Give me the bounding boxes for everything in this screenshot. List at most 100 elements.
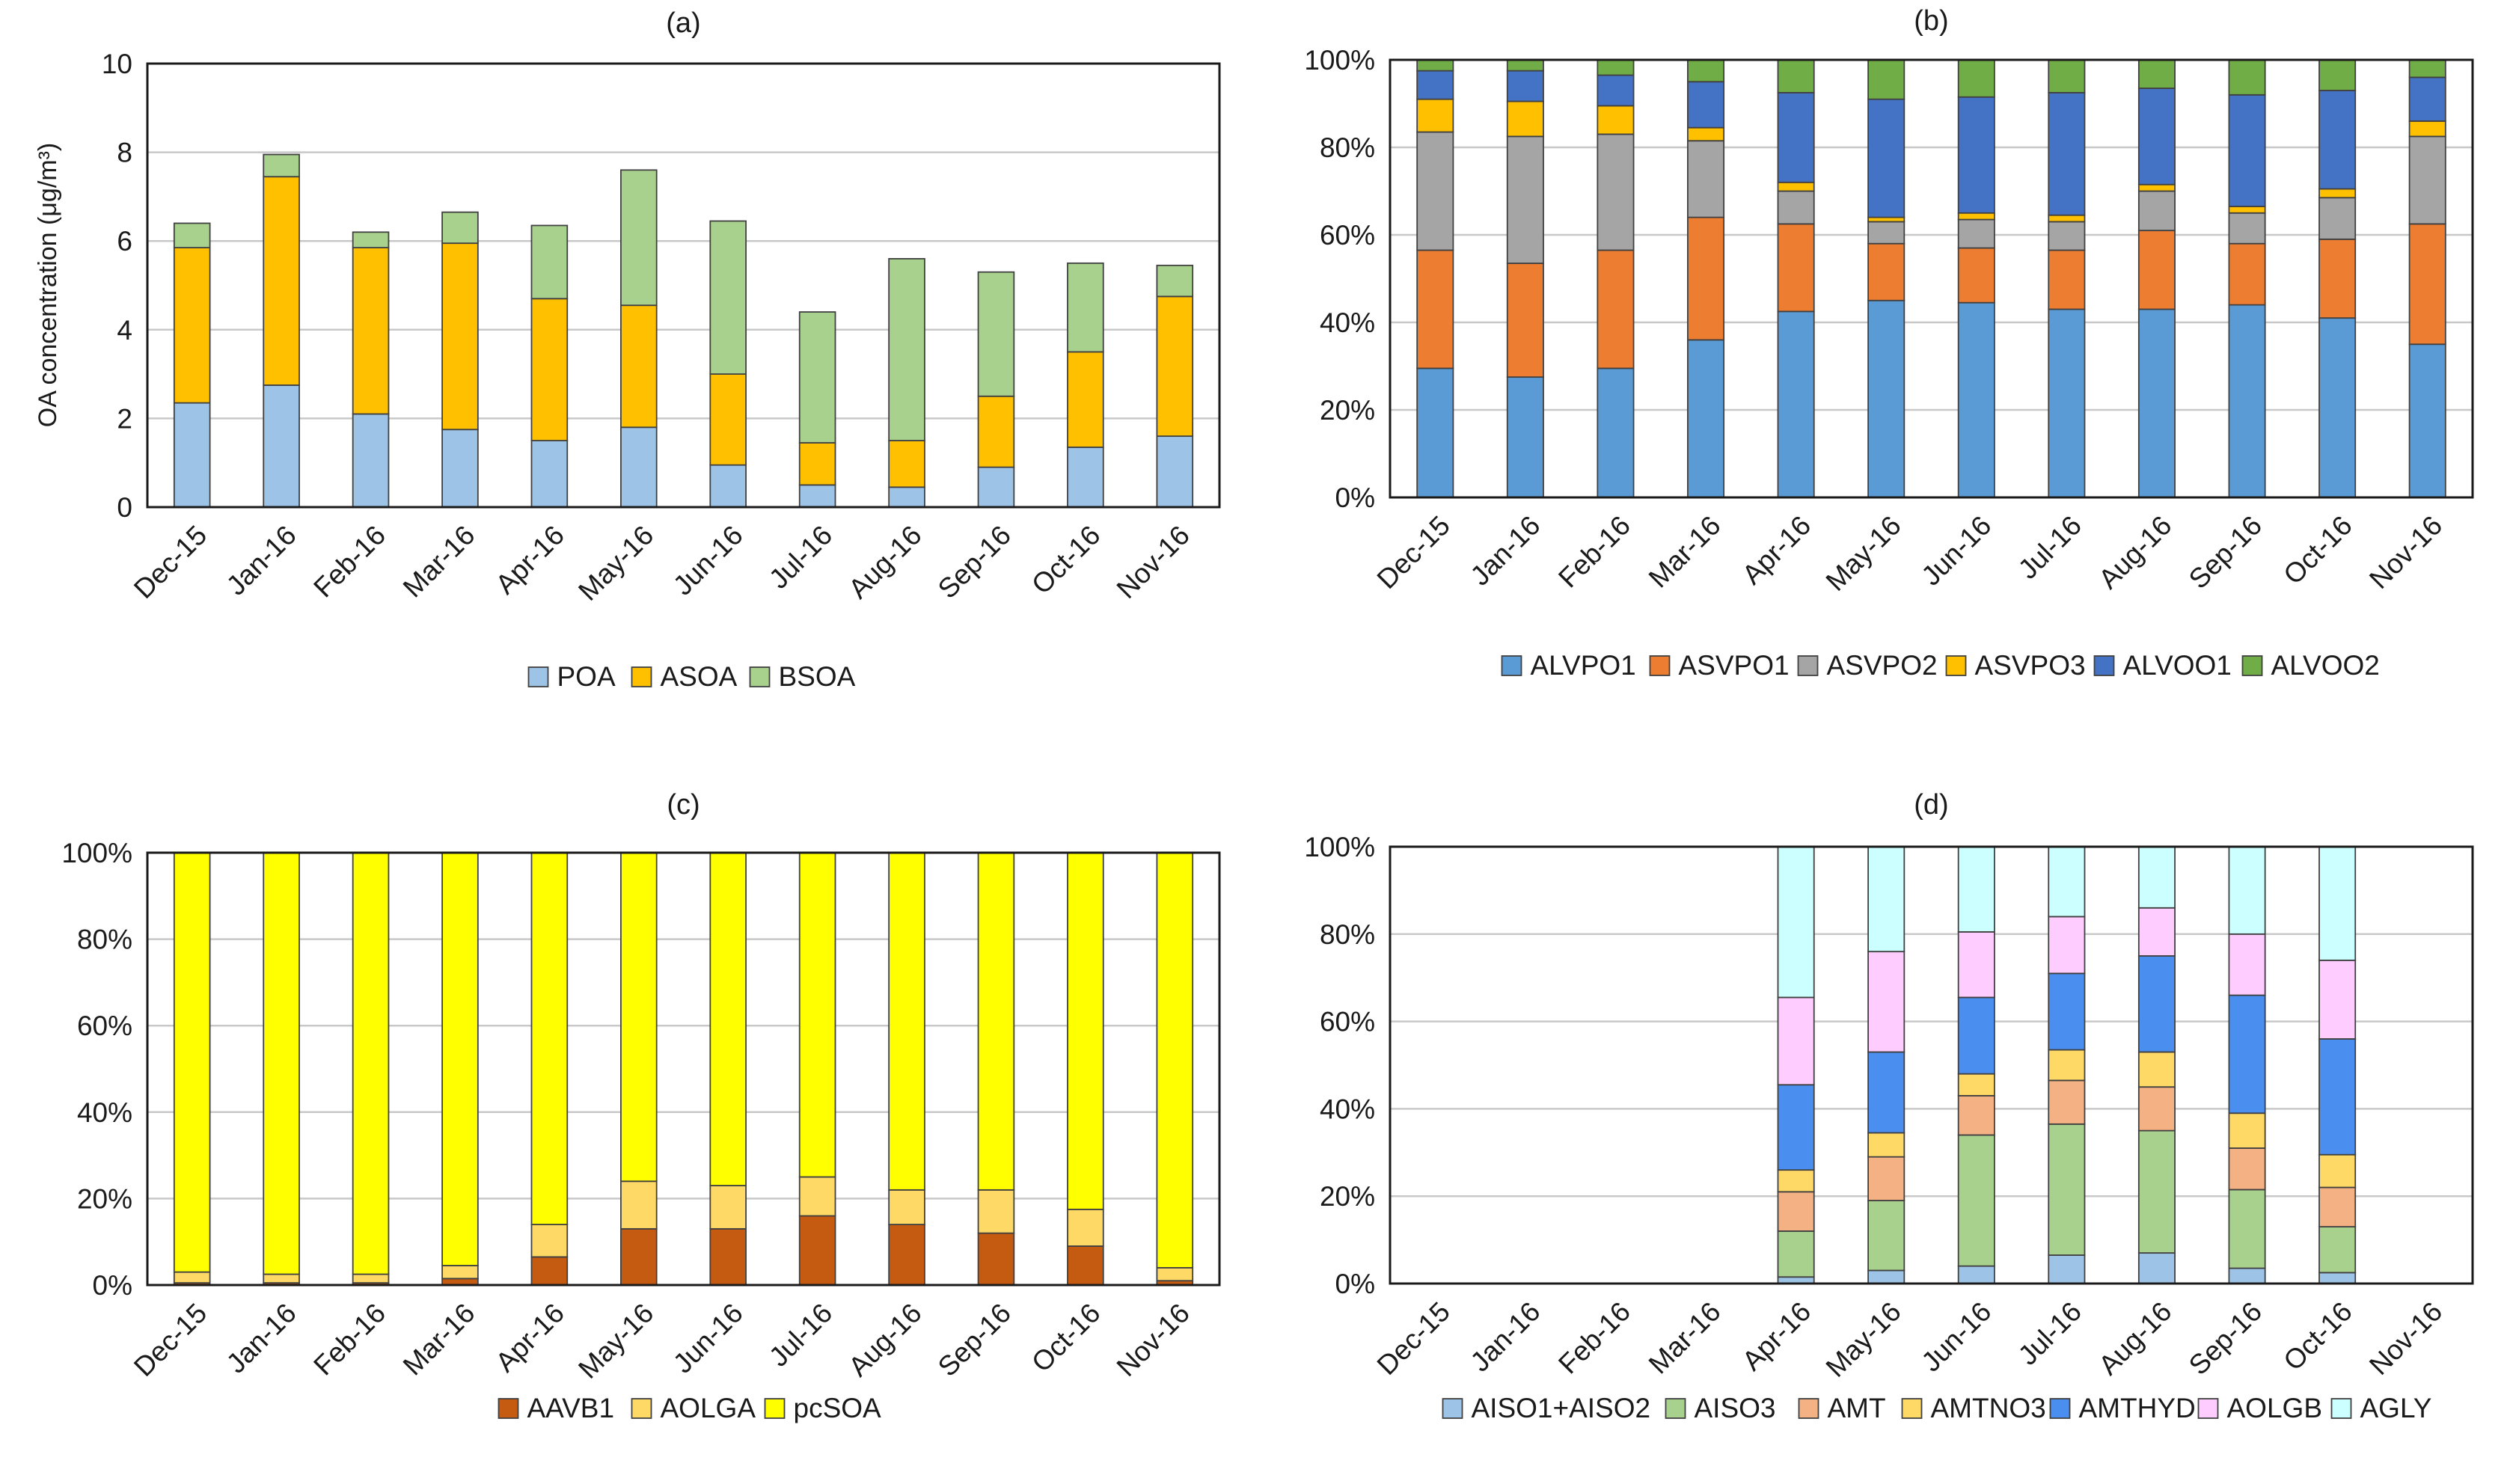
bar-asvpo1-jul-16 xyxy=(2048,249,2086,310)
y-tick-label: 6 xyxy=(117,226,132,257)
y-tick-label: 40% xyxy=(1320,1094,1375,1124)
x-tick-label: Nov-16 xyxy=(2363,1296,2448,1381)
bar-bsoa-dec-15 xyxy=(173,222,211,248)
bar-aolga-jan-16 xyxy=(263,1273,300,1284)
bar-asvpo2-may-16 xyxy=(1867,221,1906,245)
bar-aiso1-aiso2-jun-16 xyxy=(1957,1265,1995,1284)
chart-panel-2: 0% 20% 40% 60% 80% 100% Dec-15 Jan-16 Feb-16 Mar-… xyxy=(1304,5,2474,681)
panel-label: (d) xyxy=(1914,789,1948,821)
bar-amthyd-sep-16 xyxy=(2228,994,2266,1114)
x-tick-label: Mar-16 xyxy=(1643,1296,1727,1380)
bar-bsoa-feb-16 xyxy=(352,231,390,248)
y-tick-label: 0% xyxy=(1335,482,1375,513)
y-tick-label: 40% xyxy=(77,1097,132,1128)
bar-asoa-nov-16 xyxy=(1156,295,1194,438)
x-tick-label: Dec-15 xyxy=(1371,510,1456,595)
bar-agly-jul-16 xyxy=(2048,846,2086,918)
bar-amtno3-jul-16 xyxy=(2048,1049,2086,1082)
bar-bsoa-sep-16 xyxy=(977,271,1015,397)
bar-aolgb-jul-16 xyxy=(2048,916,2086,975)
legend-swatch-asvpo1 xyxy=(1649,655,1671,676)
bar-asvpo2-jun-16 xyxy=(1957,218,1995,249)
bar-asvpo3-jan-16 xyxy=(1506,100,1544,138)
bar-asvpo3-nov-16 xyxy=(2408,120,2446,138)
bar-alvoo1-may-16 xyxy=(1867,98,1906,218)
bar-bsoa-nov-16 xyxy=(1156,264,1194,298)
y-tick-label: 2 xyxy=(117,403,132,434)
legend-swatch-aolgb xyxy=(2197,1398,2219,1419)
bar-aolga-apr-16 xyxy=(530,1224,569,1258)
bar-aiso3-jul-16 xyxy=(2048,1123,2086,1256)
bar-alvoo2-aug-16 xyxy=(2137,59,2176,89)
bar-aolga-mar-16 xyxy=(441,1265,479,1280)
y-tick-label: 0 xyxy=(117,492,132,523)
bar-asoa-apr-16 xyxy=(530,298,569,441)
bar-alvoo1-jan-16 xyxy=(1506,70,1544,102)
bar-asvpo3-apr-16 xyxy=(1777,181,1815,192)
bar-asvpo1-aug-16 xyxy=(2137,230,2176,310)
bar-poa-nov-16 xyxy=(1156,435,1194,508)
x-tick-label: Aug-16 xyxy=(2093,510,2177,595)
x-tick-label: May-16 xyxy=(572,1298,659,1385)
bar-bsoa-oct-16 xyxy=(1067,262,1104,353)
bar-poa-feb-16 xyxy=(352,413,390,508)
bar-aavb1-apr-16 xyxy=(530,1256,569,1286)
bar-bsoa-jul-16 xyxy=(798,311,836,444)
bar-asoa-aug-16 xyxy=(888,440,925,488)
y-tick-label: 20% xyxy=(1320,395,1375,426)
legend-label-amtno3: AMTNO3 xyxy=(1931,1393,2046,1423)
legend: AAVB1 AOLGA pcSOA xyxy=(498,1393,881,1423)
bar-asvpo3-oct-16 xyxy=(2318,188,2357,199)
bar-alvpo1-feb-16 xyxy=(1597,367,1635,498)
panel-label: (a) xyxy=(666,7,700,39)
bar-alvpo1-nov-16 xyxy=(2408,343,2446,498)
bar-asvpo2-mar-16 xyxy=(1687,140,1725,218)
bar-alvoo1-nov-16 xyxy=(2408,76,2446,122)
bar-bsoa-jan-16 xyxy=(263,153,300,178)
bar-poa-mar-16 xyxy=(441,429,479,508)
legend-swatch-asvpo2 xyxy=(1797,655,1819,676)
bar-alvoo1-jun-16 xyxy=(1957,96,1995,214)
bar-aiso1-aiso2-may-16 xyxy=(1867,1269,1906,1284)
x-tick-label: Apr-16 xyxy=(490,520,571,601)
bar-aiso1-aiso2-jul-16 xyxy=(2048,1254,2086,1284)
bar-alvpo1-jul-16 xyxy=(2048,308,2086,498)
x-tick-label: Jun-16 xyxy=(667,1298,749,1379)
bar-poa-jan-16 xyxy=(263,384,300,508)
bar-aiso3-may-16 xyxy=(1867,1200,1906,1272)
bar-asvpo2-jul-16 xyxy=(2048,221,2086,251)
bar-aolgb-apr-16 xyxy=(1777,996,1815,1086)
bar-alvoo2-may-16 xyxy=(1867,59,1906,100)
bar-aolgb-jun-16 xyxy=(1957,930,1995,999)
bar-alvoo1-jul-16 xyxy=(2048,91,2086,216)
bar-asoa-oct-16 xyxy=(1067,351,1104,448)
bar-asvpo2-jan-16 xyxy=(1506,135,1544,264)
bar-pcsoa-oct-16 xyxy=(1067,852,1104,1210)
plot-frame xyxy=(146,851,1221,1287)
y-tick-label: 60% xyxy=(1320,220,1375,251)
x-tick-label: May-16 xyxy=(572,520,659,607)
bar-amtno3-jun-16 xyxy=(1957,1073,1995,1097)
bar-alvoo1-aug-16 xyxy=(2137,88,2176,186)
bar-alvoo2-mar-16 xyxy=(1687,59,1725,83)
plot-frame xyxy=(146,62,1221,509)
x-tick-label: Apr-16 xyxy=(1736,510,1817,591)
y-tick-label: 8 xyxy=(117,138,132,168)
bar-aolgb-oct-16 xyxy=(2318,959,2357,1040)
bar-alvoo1-apr-16 xyxy=(1777,91,1815,183)
bar-asvpo3-feb-16 xyxy=(1597,105,1635,135)
bar-asvpo2-sep-16 xyxy=(2228,212,2266,245)
bar-asvpo3-sep-16 xyxy=(2228,206,2266,214)
legend-label-poa: POA xyxy=(557,661,616,692)
bar-alvoo2-oct-16 xyxy=(2318,59,2357,91)
bar-asvpo2-dec-15 xyxy=(1416,131,1454,251)
bar-amt-jul-16 xyxy=(2048,1079,2086,1125)
bar-amt-apr-16 xyxy=(1777,1191,1815,1232)
bar-amt-oct-16 xyxy=(2318,1186,2357,1227)
bar-asvpo3-dec-15 xyxy=(1416,98,1454,133)
bar-alvpo1-dec-15 xyxy=(1416,367,1454,498)
plot-frame xyxy=(1389,845,2474,1285)
bar-aolga-aug-16 xyxy=(888,1189,925,1225)
x-tick-label: Feb-16 xyxy=(1552,510,1636,594)
